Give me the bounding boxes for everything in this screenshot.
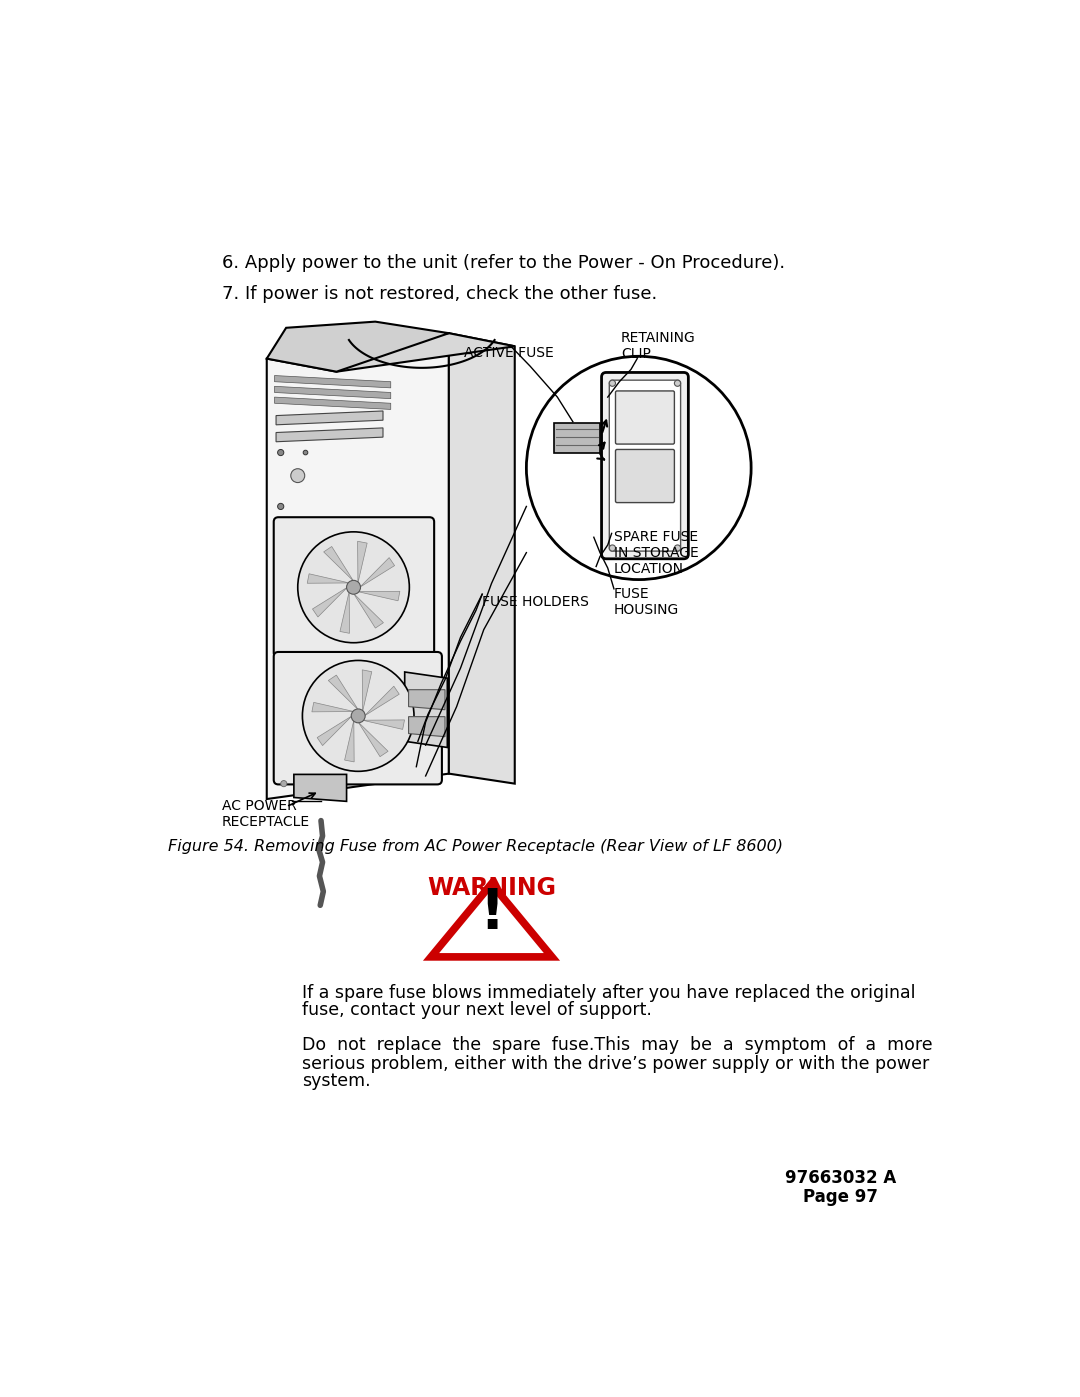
Polygon shape [274, 397, 391, 409]
Circle shape [302, 661, 414, 771]
Text: Do  not  replace  the  spare  fuse.This  may  be  a  symptom  of  a  more: Do not replace the spare fuse.This may b… [301, 1037, 932, 1055]
Polygon shape [364, 686, 400, 715]
Circle shape [674, 380, 680, 387]
FancyBboxPatch shape [602, 373, 688, 559]
Text: AC POWER
RECEPTACLE: AC POWER RECEPTACLE [221, 799, 310, 830]
Polygon shape [274, 376, 391, 388]
Text: serious problem, either with the drive’s power supply or with the power: serious problem, either with the drive’s… [301, 1055, 929, 1073]
Circle shape [526, 356, 751, 580]
Polygon shape [328, 675, 359, 710]
Polygon shape [340, 592, 350, 633]
Text: FUSE HOLDERS: FUSE HOLDERS [482, 595, 589, 609]
Polygon shape [274, 387, 391, 398]
Text: SPARE FUSE
IN STORAGE
LOCATION: SPARE FUSE IN STORAGE LOCATION [613, 529, 699, 576]
Circle shape [609, 545, 616, 550]
Text: !: ! [478, 886, 504, 940]
Text: 7. If power is not restored, check the other fuse.: 7. If power is not restored, check the o… [221, 285, 657, 303]
Polygon shape [276, 427, 383, 441]
Polygon shape [431, 884, 552, 957]
Polygon shape [408, 690, 445, 710]
Circle shape [351, 708, 365, 722]
Polygon shape [353, 594, 383, 629]
Circle shape [278, 450, 284, 455]
Text: fuse, contact your next level of support.: fuse, contact your next level of support… [301, 1000, 651, 1018]
Circle shape [303, 450, 308, 455]
FancyBboxPatch shape [616, 391, 674, 444]
Polygon shape [449, 334, 515, 784]
FancyBboxPatch shape [273, 652, 442, 784]
Polygon shape [345, 721, 354, 761]
Circle shape [298, 532, 409, 643]
Circle shape [281, 781, 287, 787]
Polygon shape [312, 703, 354, 712]
Polygon shape [359, 722, 388, 757]
Polygon shape [318, 715, 352, 746]
Text: system.: system. [301, 1073, 370, 1091]
Polygon shape [362, 669, 372, 711]
Polygon shape [408, 717, 445, 736]
Polygon shape [267, 334, 449, 799]
Circle shape [278, 503, 284, 510]
Text: Figure 54. Removing Fuse from AC Power Receptacle (Rear View of LF 8600): Figure 54. Removing Fuse from AC Power R… [168, 840, 783, 854]
Text: 97663032 A: 97663032 A [785, 1169, 896, 1186]
Polygon shape [294, 774, 347, 802]
Polygon shape [360, 557, 394, 587]
Text: RETAINING
CLIP: RETAINING CLIP [621, 331, 696, 360]
FancyBboxPatch shape [616, 450, 674, 503]
Polygon shape [276, 411, 383, 425]
Polygon shape [357, 591, 400, 601]
Text: ACTIVE FUSE: ACTIVE FUSE [464, 346, 554, 360]
Text: WARNING: WARNING [427, 876, 556, 900]
Polygon shape [554, 423, 600, 453]
Polygon shape [405, 672, 447, 747]
Polygon shape [363, 719, 405, 729]
Text: If a spare fuse blows immediately after you have replaced the original: If a spare fuse blows immediately after … [301, 983, 915, 1002]
Polygon shape [267, 334, 515, 372]
Polygon shape [357, 541, 367, 583]
Circle shape [291, 469, 305, 482]
FancyBboxPatch shape [273, 517, 434, 658]
Circle shape [609, 380, 616, 387]
Polygon shape [307, 574, 349, 584]
Polygon shape [312, 587, 348, 617]
Circle shape [347, 580, 361, 594]
Text: Page 97: Page 97 [802, 1187, 878, 1206]
FancyBboxPatch shape [609, 380, 680, 550]
Circle shape [674, 545, 680, 550]
Text: 6. Apply power to the unit (refer to the Power - On Procedure).: 6. Apply power to the unit (refer to the… [221, 254, 785, 272]
Polygon shape [267, 321, 449, 372]
Text: FUSE
HOUSING: FUSE HOUSING [613, 587, 679, 617]
Polygon shape [324, 546, 353, 581]
